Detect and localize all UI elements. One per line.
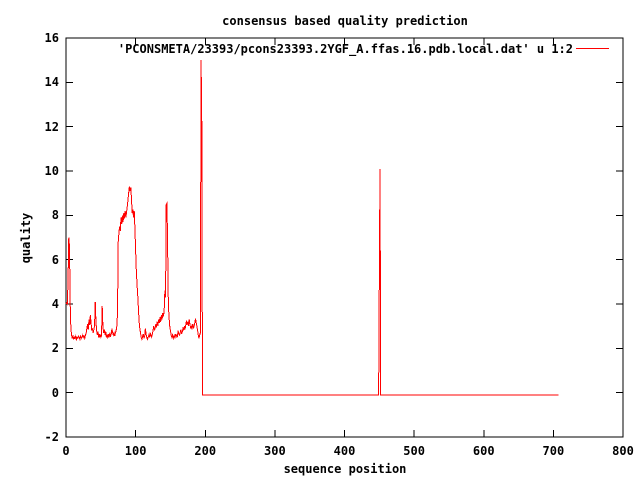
x-tick-label: 700	[542, 444, 565, 458]
y-tick-label: 8	[51, 208, 59, 223]
y-tick-label: -2	[44, 430, 59, 444]
x-tick-label: 400	[333, 444, 356, 458]
legend-line-sample	[576, 48, 609, 49]
x-axis-label: sequence position	[283, 462, 407, 476]
y-tick-label: 0	[51, 385, 59, 400]
y-tick-label: 2	[51, 341, 59, 356]
x-tick-label: 300	[264, 444, 286, 458]
y-tick-label: 6	[51, 252, 59, 267]
y-tick-label: 4	[51, 297, 59, 311]
x-tick-label: 200	[194, 444, 217, 458]
x-tick-label: 100	[124, 444, 147, 458]
y-tick-label: 16	[44, 31, 59, 45]
data-series-line	[65, 60, 559, 396]
x-tick-label: 800	[612, 444, 634, 458]
plot-border	[65, 37, 624, 438]
chart-title: consensus based quality prediction	[222, 14, 468, 28]
legend-label: 'PCONSMETA/23393/pcons23393.2YGF_A.ffas.…	[117, 42, 573, 56]
x-tick-label: 600	[472, 444, 495, 458]
y-tick-label: 12	[44, 119, 59, 134]
x-tick-label: 500	[403, 444, 425, 458]
x-tick-label: 0	[62, 444, 70, 458]
y-tick-label: 10	[44, 164, 59, 178]
y-tick-label: 14	[44, 75, 59, 90]
